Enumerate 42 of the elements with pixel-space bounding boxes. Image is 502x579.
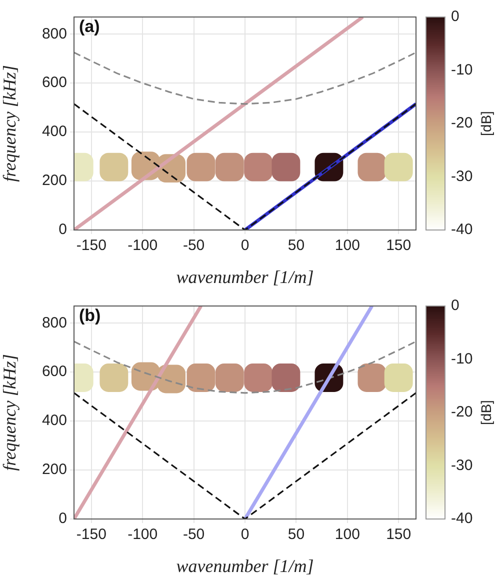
y-tick-label: 200 — [42, 172, 67, 190]
color-bar-label: -20 — [451, 114, 473, 132]
color-bar-title: [dB] — [478, 400, 494, 425]
color-bar-label: -40 — [451, 510, 473, 528]
y-tick-label: 800 — [42, 314, 67, 332]
x-tick-label: 0 — [240, 526, 250, 544]
y-tick-label: 0 — [58, 510, 67, 528]
y-axis-title: frequency [kHz] — [0, 65, 20, 182]
x-tick-label: -50 — [182, 526, 205, 544]
y-tick-label: 800 — [42, 25, 67, 42]
color-bar-label: -10 — [451, 350, 473, 368]
color-bar-label: -10 — [451, 61, 473, 78]
x-tick-label: 150 — [386, 237, 412, 254]
y-tick-label: 200 — [42, 461, 67, 478]
color-bar-label: -30 — [451, 456, 473, 474]
chart-title: (b) — [79, 306, 101, 326]
x-tick-label: -150 — [76, 526, 106, 544]
x-tick-label: 100 — [334, 526, 360, 544]
x-tick-label: 50 — [288, 237, 305, 254]
color-bar-title: [dB] — [478, 111, 494, 136]
color-bar-label: -20 — [451, 404, 473, 421]
x-tick-label: -50 — [182, 237, 205, 254]
y-axis-title: frequency [kHz] — [0, 354, 20, 471]
x-tick-label: 150 — [386, 526, 412, 544]
color-bar-label: 0 — [451, 8, 460, 26]
chart-title: (a) — [79, 17, 100, 36]
y-tick-label: 400 — [42, 123, 67, 140]
y-tick-label: 600 — [42, 74, 67, 92]
y-tick-label: 400 — [42, 412, 67, 430]
y-tick-label: 0 — [58, 221, 67, 238]
x-axis-title: wavenumber [1/m] — [176, 556, 314, 576]
x-tick-label: 50 — [288, 526, 305, 544]
x-tick-label: -150 — [76, 237, 106, 254]
x-tick-label: 0 — [240, 237, 250, 254]
color-bar-label: -30 — [451, 168, 473, 185]
x-tick-label: -100 — [128, 526, 158, 544]
x-axis-title: wavenumber [1/m] — [176, 266, 314, 287]
color-bar-label: -40 — [451, 221, 473, 238]
x-tick-label: 100 — [334, 237, 360, 254]
color-bar-label: 0 — [451, 297, 460, 314]
x-tick-label: -100 — [128, 237, 158, 254]
y-tick-label: 600 — [42, 363, 67, 380]
